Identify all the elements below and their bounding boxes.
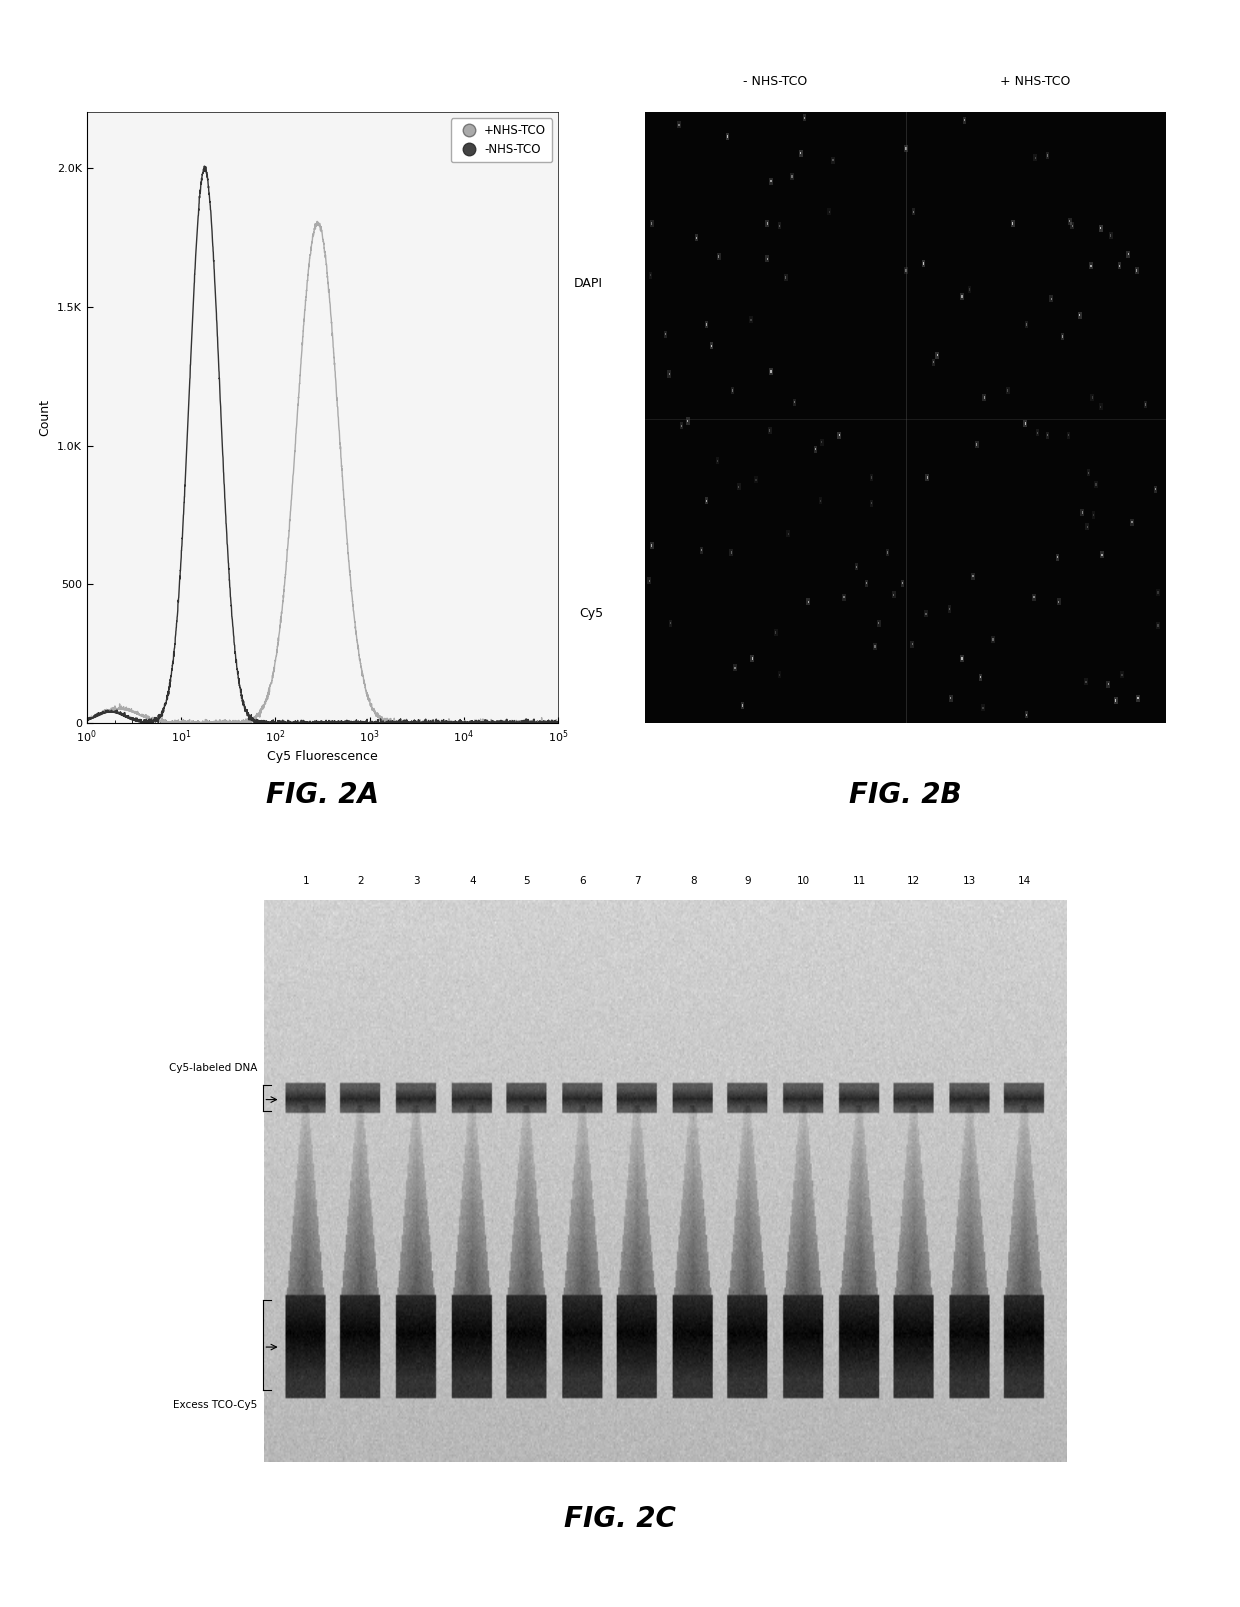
Text: 14: 14	[1018, 876, 1030, 885]
Text: - NHS-TCO: - NHS-TCO	[743, 76, 807, 88]
Text: Cy5-labeled DNA: Cy5-labeled DNA	[169, 1064, 258, 1073]
Text: 9: 9	[744, 876, 751, 885]
Text: + NHS-TCO: + NHS-TCO	[1001, 76, 1070, 88]
Text: FIG. 2A: FIG. 2A	[265, 781, 379, 810]
Text: 12: 12	[908, 876, 920, 885]
Text: FIG. 2B: FIG. 2B	[849, 781, 961, 810]
Text: 8: 8	[689, 876, 697, 885]
Text: Excess TCO-Cy5: Excess TCO-Cy5	[174, 1400, 258, 1409]
Text: DAPI: DAPI	[574, 276, 603, 289]
Text: 6: 6	[579, 876, 587, 885]
X-axis label: Cy5 Fluorescence: Cy5 Fluorescence	[267, 750, 378, 763]
Text: 3: 3	[413, 876, 420, 885]
Text: 11: 11	[853, 876, 866, 885]
Text: FIG. 2C: FIG. 2C	[564, 1504, 676, 1533]
Text: 10: 10	[797, 876, 810, 885]
Text: 7: 7	[634, 876, 641, 885]
Text: Cy5: Cy5	[579, 607, 603, 620]
Text: 13: 13	[963, 876, 976, 885]
Legend: +NHS-TCO, -NHS-TCO: +NHS-TCO, -NHS-TCO	[451, 119, 552, 162]
Text: 5: 5	[523, 876, 531, 885]
Text: 2: 2	[357, 876, 365, 885]
Y-axis label: Count: Count	[38, 399, 51, 437]
Text: 4: 4	[469, 876, 476, 885]
Text: 1: 1	[303, 876, 310, 885]
